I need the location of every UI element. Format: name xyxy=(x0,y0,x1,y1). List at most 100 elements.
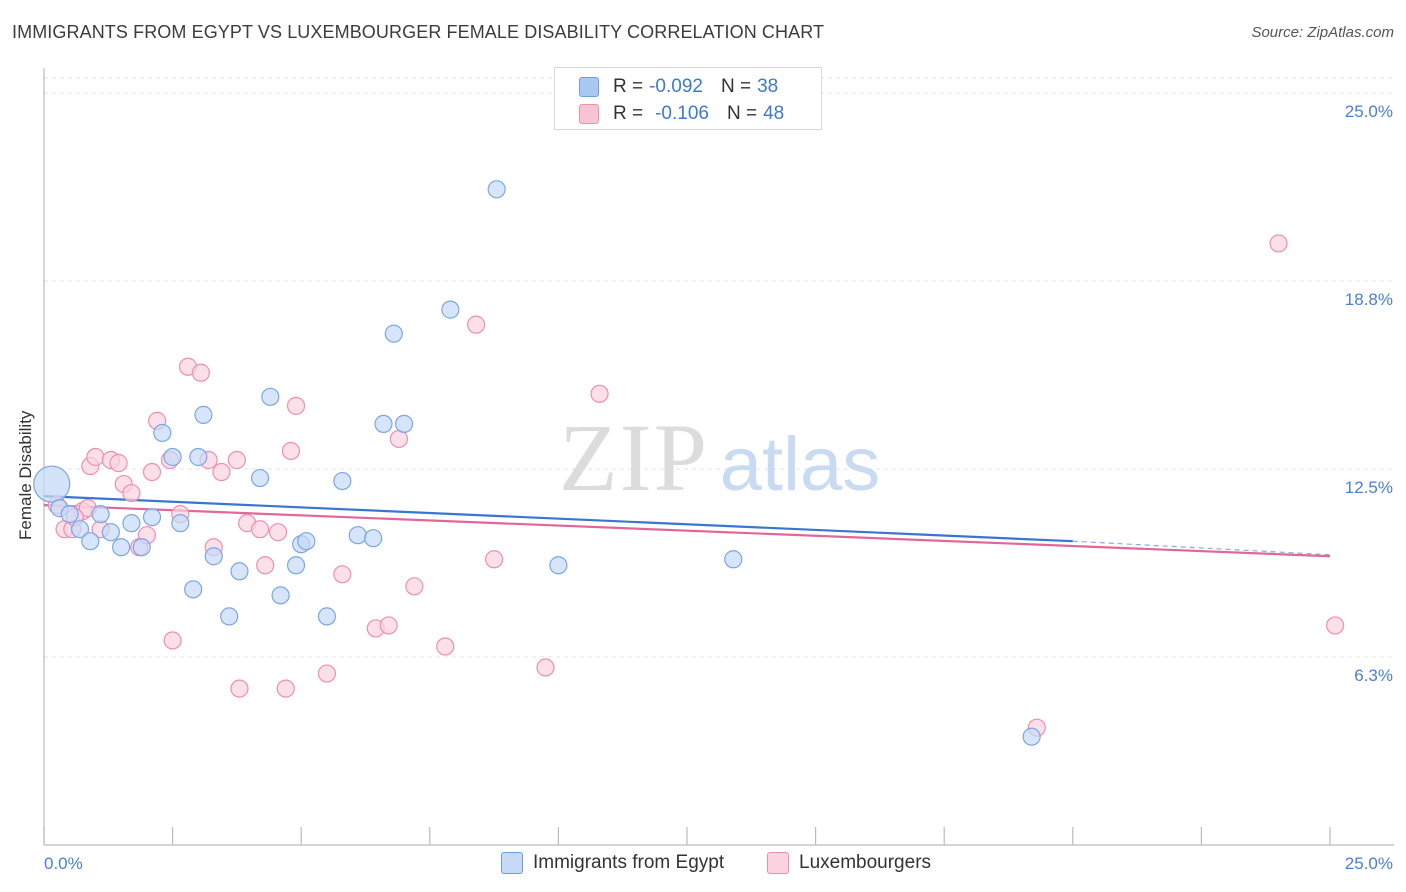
legend-label-luxembourgers: Luxembourgers xyxy=(799,852,932,873)
point-luxembourgers xyxy=(268,523,288,542)
point-luxembourgers xyxy=(590,384,609,403)
point-egypt xyxy=(204,547,223,566)
n-label: N = xyxy=(726,103,758,124)
point-egypt xyxy=(1022,727,1041,746)
trend-lines xyxy=(43,494,1331,558)
point-luxembourgers xyxy=(333,565,352,584)
x-tick-label: 25.0% xyxy=(1345,854,1393,873)
point-luxembourgers xyxy=(1269,234,1288,253)
y-tick-label: 18.8% xyxy=(1345,290,1393,309)
point-luxembourgers xyxy=(276,679,295,698)
point-egypt xyxy=(132,538,151,557)
n-label: N = xyxy=(720,76,752,97)
point-egypt xyxy=(724,550,743,569)
point-egypt xyxy=(33,465,71,503)
point-egypt xyxy=(194,405,213,424)
point-egypt xyxy=(101,523,120,542)
point-luxembourgers xyxy=(230,679,249,698)
point-luxembourgers xyxy=(485,550,504,569)
n-value: 48 xyxy=(763,103,785,124)
y-tick-label: 25.0% xyxy=(1345,102,1393,121)
point-egypt xyxy=(441,300,460,319)
legend-swatch-egypt xyxy=(579,77,599,97)
point-luxembourgers xyxy=(1326,616,1345,635)
point-egypt xyxy=(384,324,403,343)
trend-line-luxembourgers xyxy=(43,504,1331,558)
point-egypt xyxy=(394,414,414,434)
point-luxembourgers xyxy=(389,429,409,449)
x-tick-label: 0.0% xyxy=(44,854,83,873)
correlation-legend: R = -0.092 N = 38 R = -0.106 N = 48 xyxy=(554,67,822,130)
watermark-atlas: atlas xyxy=(720,422,881,507)
point-egypt xyxy=(189,447,208,467)
point-egypt xyxy=(171,514,190,533)
legend-swatch-luxembourgers xyxy=(579,104,599,124)
r-value: -0.092 xyxy=(649,76,703,97)
watermark: ZIP atlas xyxy=(559,404,880,511)
point-luxembourgers xyxy=(536,658,555,677)
point-egypt xyxy=(348,526,367,545)
point-luxembourgers xyxy=(163,631,182,650)
point-luxembourgers xyxy=(109,453,128,473)
y-tick-label: 12.5% xyxy=(1345,478,1393,497)
point-luxembourgers xyxy=(466,315,486,334)
point-egypt xyxy=(81,532,100,551)
point-luxembourgers xyxy=(281,441,301,461)
source-label: Source: ZipAtlas.com xyxy=(1251,24,1394,41)
legend-row-egypt: R = -0.092 N = 38 xyxy=(579,75,778,99)
point-egypt xyxy=(91,505,110,524)
point-egypt xyxy=(374,414,393,434)
legend-row-luxembourgers: R = -0.106 N = 48 xyxy=(579,102,784,126)
point-luxembourgers xyxy=(379,616,398,635)
point-luxembourgers xyxy=(122,483,141,503)
y-axis-label-wrap: Female Disability xyxy=(6,411,46,550)
point-luxembourgers xyxy=(191,363,210,382)
point-egypt xyxy=(317,607,337,626)
point-egypt xyxy=(487,180,506,199)
point-luxembourgers xyxy=(256,556,275,575)
point-egypt xyxy=(220,607,239,626)
chart-title: IMMIGRANTS FROM EGYPT VS LUXEMBOURGER FE… xyxy=(12,22,825,42)
data-points xyxy=(33,180,1345,746)
point-egypt xyxy=(364,529,383,548)
point-luxembourgers xyxy=(142,462,162,482)
point-egypt xyxy=(271,586,290,605)
point-luxembourgers xyxy=(86,447,105,467)
legend-item-egypt[interactable]: Immigrants from Egypt xyxy=(501,852,724,874)
point-egypt xyxy=(250,468,270,488)
r-value: -0.106 xyxy=(655,103,709,124)
point-egypt xyxy=(112,538,131,557)
watermark-zip: ZIP xyxy=(559,404,709,511)
point-luxembourgers xyxy=(286,396,306,415)
point-egypt xyxy=(153,423,172,443)
series-legend: Immigrants from Egypt Luxembourgers xyxy=(0,852,1406,878)
legend-swatch-egypt xyxy=(501,852,523,874)
point-egypt xyxy=(549,556,568,575)
legend-label-egypt: Immigrants from Egypt xyxy=(533,852,725,873)
point-egypt xyxy=(60,505,79,524)
point-luxembourgers xyxy=(317,664,337,683)
point-egypt xyxy=(261,387,280,406)
legend-item-luxembourgers[interactable]: Luxembourgers xyxy=(767,852,931,874)
point-egypt xyxy=(122,514,141,533)
point-egypt xyxy=(230,562,249,581)
trend-extension-egypt xyxy=(1072,540,1331,556)
r-label: R = xyxy=(613,76,644,97)
trend-line-egypt xyxy=(43,494,1073,543)
point-luxembourgers xyxy=(250,520,270,539)
point-egypt xyxy=(333,471,352,491)
point-luxembourgers xyxy=(212,462,231,482)
point-luxembourgers xyxy=(405,577,424,596)
point-egypt xyxy=(297,532,316,551)
y-axis-label: Female Disability xyxy=(16,410,35,540)
point-egypt xyxy=(142,508,162,527)
point-luxembourgers xyxy=(436,637,455,656)
point-egypt xyxy=(163,447,182,467)
legend-swatch-luxembourgers xyxy=(767,852,789,874)
point-egypt xyxy=(70,520,90,539)
point-luxembourgers xyxy=(227,450,246,470)
tick-labels: 25.0% 18.8% 12.5% 6.3% 0.0% 25.0% xyxy=(44,102,1393,873)
axes xyxy=(43,68,1394,846)
point-egypt xyxy=(286,556,306,575)
